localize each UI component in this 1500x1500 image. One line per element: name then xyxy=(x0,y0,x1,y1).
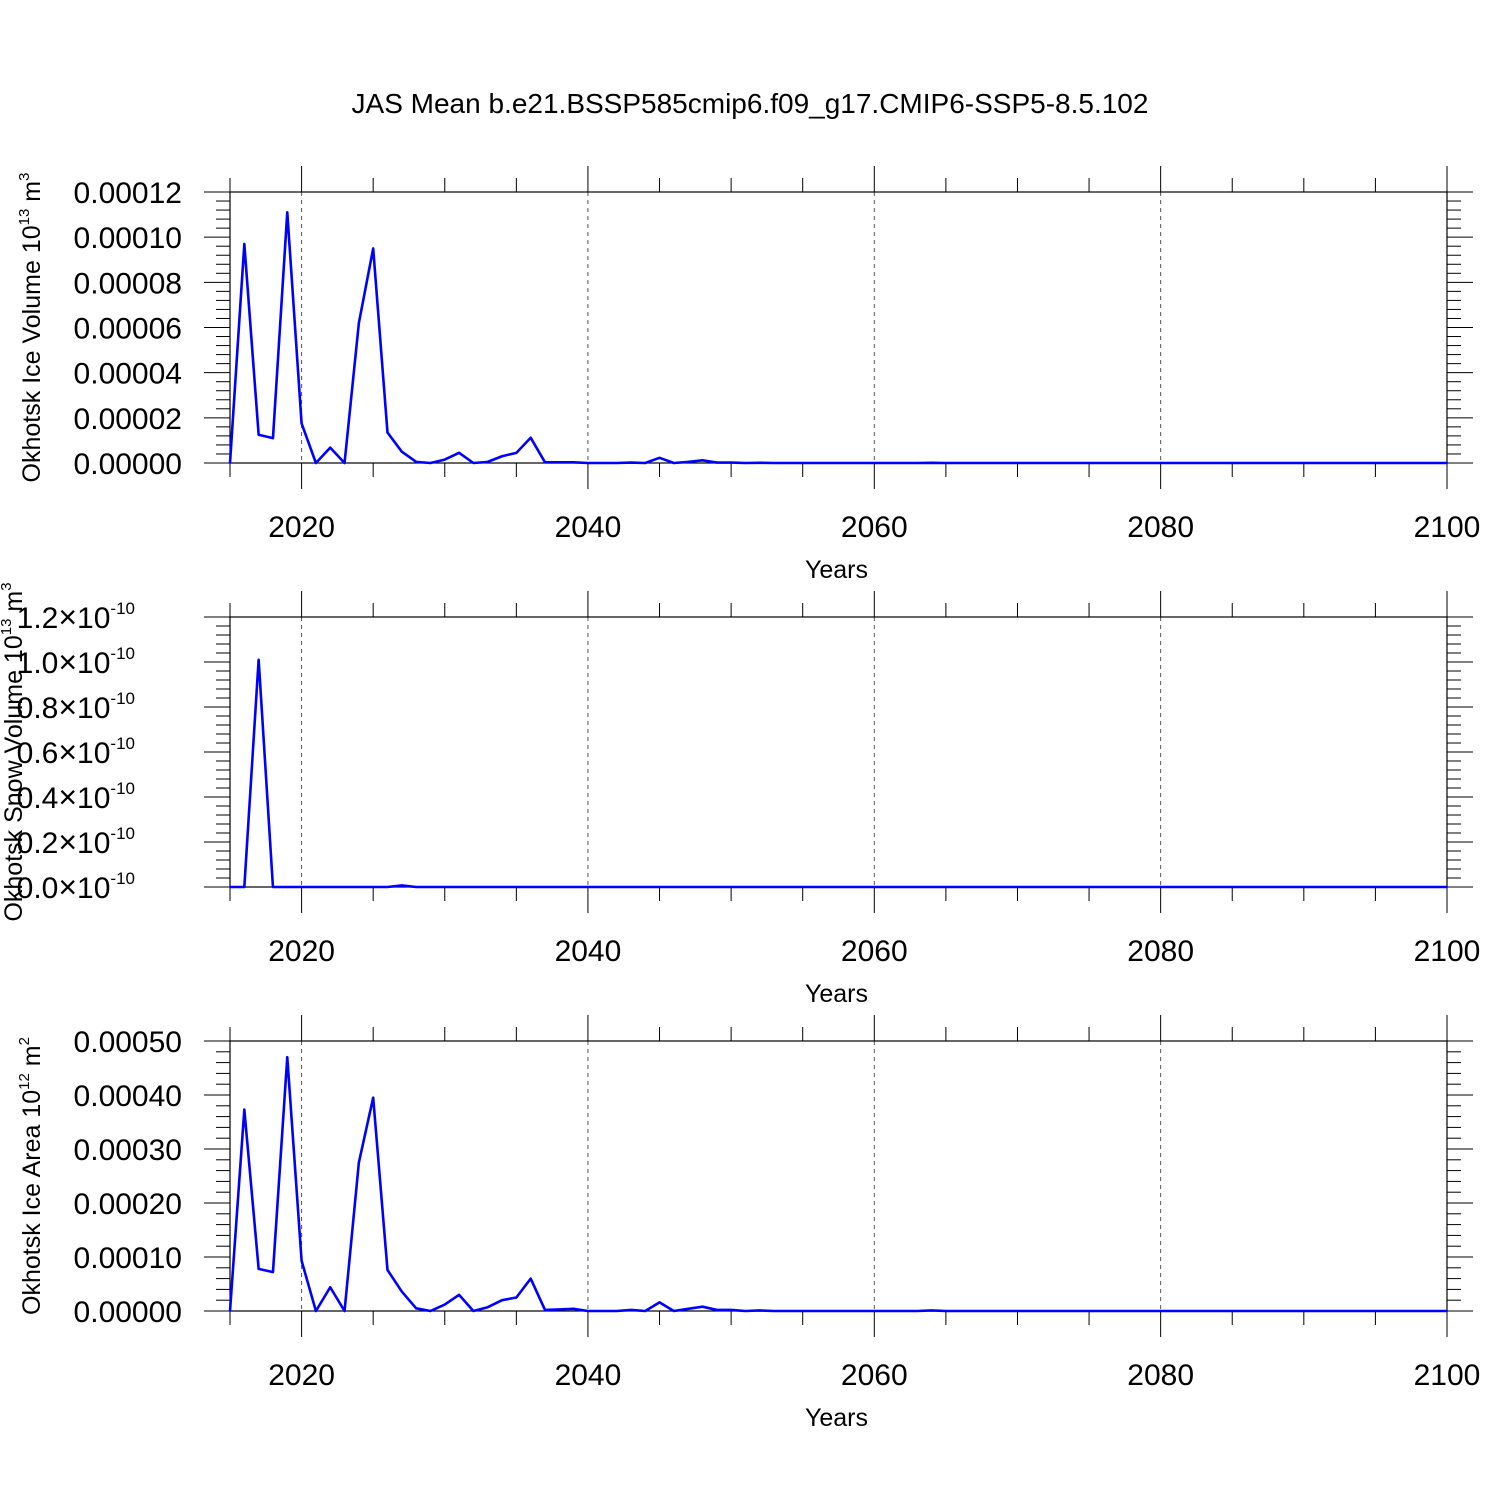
y-tick-label: 0.2×10-10 xyxy=(17,824,135,860)
y-tick-label: 0.6×10-10 xyxy=(17,734,135,770)
x-tick-label: 2020 xyxy=(268,1359,335,1392)
x-axis-title: Years xyxy=(805,556,868,584)
y-tick-label: 0.00020 xyxy=(74,1188,182,1221)
y-tick-label: 0.00040 xyxy=(74,1080,182,1113)
x-tick-label: 2040 xyxy=(555,935,622,968)
x-tick-label: 2040 xyxy=(555,1359,622,1392)
y-tick-label: 1.2×10-10 xyxy=(17,599,135,635)
x-tick-label: 2060 xyxy=(841,935,908,968)
x-tick-label: 2060 xyxy=(841,1359,908,1392)
x-axis-title: Years xyxy=(805,1404,868,1432)
y-tick-label: 0.00050 xyxy=(74,1026,182,1059)
x-tick-label: 2080 xyxy=(1127,1359,1194,1392)
series-line xyxy=(228,211,1447,465)
y-axis-title: Okhotsk Snow Volume 1013 m3 xyxy=(0,582,28,921)
x-tick-label: 2060 xyxy=(841,511,908,544)
series-line xyxy=(230,658,1447,889)
y-tick-label: 0.00010 xyxy=(74,222,182,255)
y-axis-title: Okhotsk Ice Area 1012 m2 xyxy=(16,1037,46,1315)
chart-panel-3: 2020 2040 2060 2080 2100 Years 0.00000 0.00010 0… xyxy=(16,1015,1480,1432)
y-tick-label: 0.4×10-10 xyxy=(17,779,135,815)
y-tick-label: 0.00000 xyxy=(74,1296,182,1329)
plot-frame xyxy=(229,1040,1448,1312)
y-tick-label: 1.0×10-10 xyxy=(17,644,135,680)
y-tick-label: 0.00010 xyxy=(74,1242,182,1275)
y-tick-label: 0.00004 xyxy=(74,358,182,391)
x-tick-label: 2080 xyxy=(1127,935,1194,968)
x-tick-label: 2020 xyxy=(268,935,335,968)
y-tick-label: 0.00008 xyxy=(74,267,182,300)
y-tick-label: 0.00006 xyxy=(74,313,182,346)
x-tick-label: 2080 xyxy=(1127,511,1194,544)
y-tick-label: 0.00012 xyxy=(74,177,182,210)
x-axis-title: Years xyxy=(805,980,868,1008)
x-tick-label: 2020 xyxy=(268,511,335,544)
x-tick-label: 2100 xyxy=(1414,935,1481,968)
plot-frame xyxy=(229,616,1448,888)
y-axis-title: Okhotsk Ice Volume 1013 m3 xyxy=(16,173,46,483)
series-line xyxy=(228,1055,1447,1313)
chart-panel-2: 2020 2040 2060 2080 2100 Years 0.0×10-10 0.2×10… xyxy=(0,582,1480,1008)
plot-frame xyxy=(229,191,1448,464)
y-tick-label: 0.0×10-10 xyxy=(17,869,135,905)
x-tick-label: 2040 xyxy=(555,511,622,544)
y-tick-label: 0.00002 xyxy=(74,403,182,436)
x-tick-label: 2100 xyxy=(1414,1359,1481,1392)
chart-panel-1: 2020 2040 2060 2080 2100 Years 0.00000 0.00002 0… xyxy=(16,166,1480,584)
y-tick-label: 0.00000 xyxy=(74,448,182,481)
page-title: JAS Mean b.e21.BSSP585cmip6.f09_g17.CMIP… xyxy=(351,88,1149,119)
y-tick-label: 0.8×10-10 xyxy=(17,689,135,725)
x-tick-label: 2100 xyxy=(1414,511,1481,544)
y-tick-label: 0.00030 xyxy=(74,1134,182,1167)
